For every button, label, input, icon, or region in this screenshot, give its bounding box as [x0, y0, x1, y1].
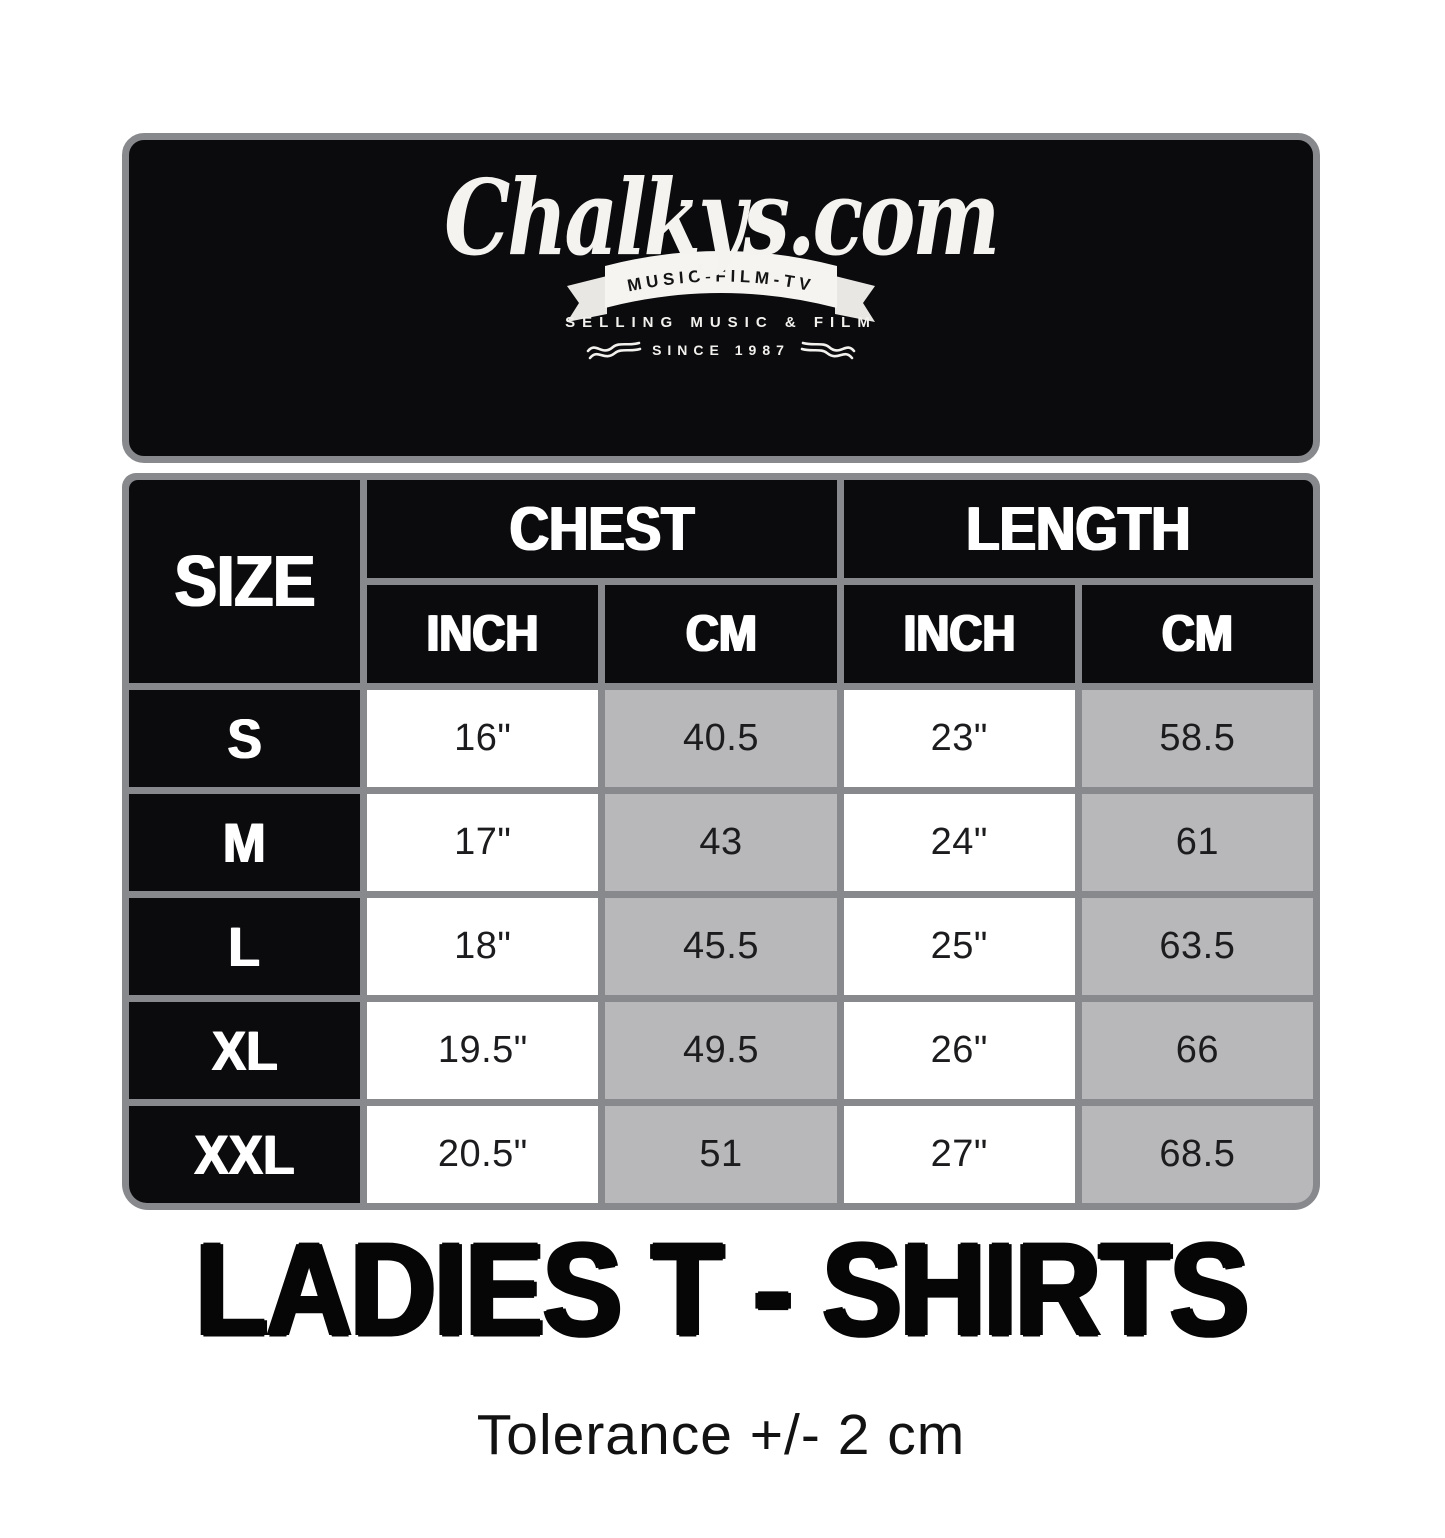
brand-logo-panel: Chalkys.com MUSIC-FILM-TV SELLING MUSIC … [122, 133, 1320, 463]
cell-xxl-chest-inch: 20.5" [367, 1106, 599, 1203]
since-row: SINCE 1987 [586, 338, 856, 362]
cell-xl-chest-inch: 19.5" [367, 1002, 599, 1099]
ribbon-right-flap [835, 276, 875, 322]
cell-xl-chest-cm: 49.5 [605, 1002, 837, 1099]
header-length-inch: INCH [843, 585, 1075, 683]
header-chest-inch: INCH [367, 585, 599, 683]
size-chart-page: Chalkys.com MUSIC-FILM-TV SELLING MUSIC … [122, 0, 1320, 1468]
cell-l-chest-inch: 18" [367, 898, 599, 995]
cell-s-chest-cm: 40.5 [605, 690, 837, 787]
cell-s-length-inch: 23" [843, 690, 1075, 787]
page-title: LADIES T - SHIRTS [195, 1216, 1249, 1363]
row-s-size-label: S [129, 690, 361, 787]
brand-since: SINCE 1987 [652, 342, 790, 358]
ribbon-banner: MUSIC-FILM-TV [567, 251, 875, 322]
cell-xxl-length-cm: 68.5 [1081, 1106, 1313, 1203]
flourish-right-icon [800, 341, 856, 360]
cell-xl-length-inch: 26" [843, 1002, 1075, 1099]
cell-xl-length-cm: 66 [1081, 1002, 1313, 1099]
row-xxl-size-label: XXL [129, 1106, 361, 1203]
brand-tagline: SELLING MUSIC & FILM [565, 314, 877, 331]
row-l-size-label: L [129, 898, 361, 995]
header-chest: CHEST [367, 480, 837, 578]
header-chest-cm: CM [605, 585, 837, 683]
size-table: SIZE CHEST LENGTH INCH CM INCH CM S 16" … [122, 473, 1320, 1210]
row-m-size-label: M [129, 794, 361, 891]
cell-xxl-chest-cm: 51 [605, 1106, 837, 1203]
tolerance-note: Tolerance +/- 2 cm [476, 1403, 966, 1467]
ribbon-band [605, 251, 837, 308]
ribbon-left-flap [567, 276, 607, 322]
cell-m-chest-cm: 43 [605, 794, 837, 891]
cell-l-length-inch: 25" [843, 898, 1075, 995]
cell-m-length-cm: 61 [1081, 794, 1313, 891]
header-length-cm: CM [1081, 585, 1313, 683]
row-xl-size-label: XL [129, 1002, 361, 1099]
header-length: LENGTH [843, 480, 1313, 578]
flourish-left-icon [586, 341, 642, 360]
header-size: SIZE [129, 480, 361, 683]
cell-xxl-length-inch: 27" [843, 1106, 1075, 1203]
cell-m-length-inch: 24" [843, 794, 1075, 891]
cell-s-chest-inch: 16" [367, 690, 599, 787]
brand-wordmark: Chalkys.com [444, 156, 1000, 279]
cell-l-chest-cm: 45.5 [605, 898, 837, 995]
cell-m-chest-inch: 17" [367, 794, 599, 891]
cell-l-length-cm: 63.5 [1081, 898, 1313, 995]
cell-s-length-cm: 58.5 [1081, 690, 1313, 787]
